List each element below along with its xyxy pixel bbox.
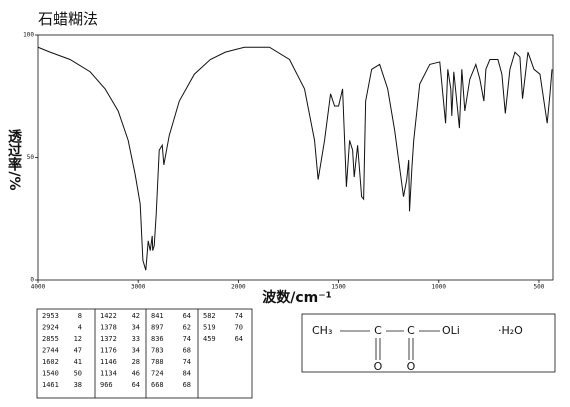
peak-transmittance: 47 <box>74 347 82 355</box>
peak-wavenumber: 783 <box>151 347 164 355</box>
x-tick-label: 3000 <box>131 284 146 291</box>
peak-transmittance: 64 <box>235 335 243 343</box>
peak-wavenumber: 459 <box>203 335 216 343</box>
peak-wavenumber: 2744 <box>42 347 59 355</box>
peak-transmittance: 74 <box>183 335 191 343</box>
atom: C <box>374 324 382 337</box>
peak-transmittance: 34 <box>132 324 140 332</box>
peak-transmittance: 8 <box>78 312 82 320</box>
peak-transmittance: 50 <box>74 370 82 378</box>
peak-transmittance: 64 <box>132 381 140 389</box>
peak-transmittance: 74 <box>183 358 191 366</box>
structure-frame <box>301 313 556 373</box>
atom: OLi <box>442 324 460 337</box>
title: 石蜡糊法 <box>38 10 98 28</box>
y-tick-label: 50 <box>27 154 35 161</box>
x-tick-label: 500 <box>534 284 545 291</box>
peak-transmittance: 84 <box>183 370 191 378</box>
atom: O <box>374 360 383 373</box>
peak-wavenumber: 1372 <box>100 335 117 343</box>
atom: C <box>407 324 415 337</box>
peak-wavenumber: 1378 <box>100 324 117 332</box>
x-tick-label: 4000 <box>31 284 46 291</box>
peak-wavenumber: 1176 <box>100 347 117 355</box>
atom: ·H₂O <box>498 324 523 337</box>
spectrum-line <box>37 46 553 271</box>
peak-transmittance: 46 <box>132 370 140 378</box>
peak-wavenumber: 1602 <box>42 358 59 366</box>
atom: O <box>407 360 416 373</box>
y-axis-label: 透过率/% <box>6 129 22 190</box>
peak-wavenumber: 582 <box>203 312 216 320</box>
peak-transmittance: 62 <box>183 324 191 332</box>
peak-wavenumber: 1422 <box>100 312 117 320</box>
peak-transmittance: 12 <box>74 335 82 343</box>
peak-wavenumber: 1461 <box>42 381 59 389</box>
peak-wavenumber: 836 <box>151 335 164 343</box>
peak-wavenumber: 2953 <box>42 312 59 320</box>
peak-wavenumber: 1146 <box>100 358 117 366</box>
peak-wavenumber: 1134 <box>100 370 117 378</box>
y-tick-label: 0 <box>30 277 34 284</box>
peak-transmittance: 28 <box>132 358 140 366</box>
peak-transmittance: 64 <box>183 312 191 320</box>
peak-transmittance: 68 <box>183 381 191 389</box>
peak-wavenumber: 519 <box>203 324 216 332</box>
structure <box>340 330 440 360</box>
peak-wavenumber: 2855 <box>42 335 59 343</box>
x-axis-label: 波数/cm⁻¹ <box>262 289 332 306</box>
peak-wavenumber: 724 <box>151 370 164 378</box>
x-tick-label: 1000 <box>432 284 447 291</box>
peak-transmittance: 42 <box>132 312 140 320</box>
y-tick-label: 100 <box>23 32 34 39</box>
peak-transmittance: 34 <box>132 347 140 355</box>
peak-wavenumber: 966 <box>100 381 113 389</box>
peak-transmittance: 74 <box>235 312 243 320</box>
peak-transmittance: 38 <box>74 381 82 389</box>
peak-transmittance: 70 <box>235 324 243 332</box>
peak-transmittance: 68 <box>183 347 191 355</box>
peak-wavenumber: 2924 <box>42 324 59 332</box>
peak-table-frame <box>36 308 253 399</box>
peak-wavenumber: 668 <box>151 381 164 389</box>
peak-transmittance: 4 <box>78 324 82 332</box>
x-tick-label: 1500 <box>331 284 346 291</box>
peak-transmittance: 33 <box>132 335 140 343</box>
peak-wavenumber: 841 <box>151 312 164 320</box>
peak-wavenumber: 1540 <box>42 370 59 378</box>
atom: CH₃ <box>312 324 332 337</box>
peak-wavenumber: 788 <box>151 358 164 366</box>
peak-transmittance: 41 <box>74 358 82 366</box>
peak-wavenumber: 897 <box>151 324 164 332</box>
x-tick-label: 2000 <box>231 284 246 291</box>
